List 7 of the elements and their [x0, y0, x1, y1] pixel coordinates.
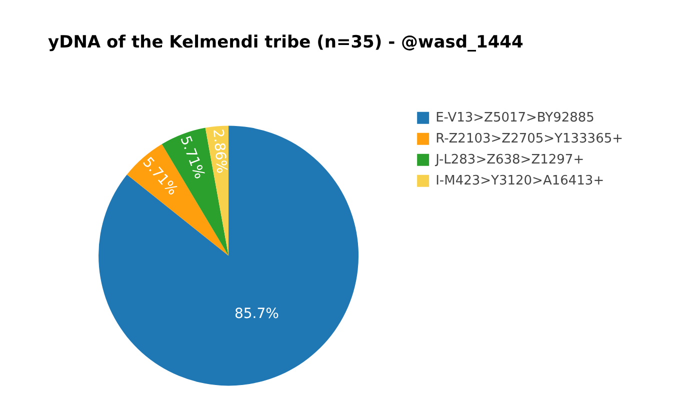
legend-label: R-Z2103>Z2705>Y133365+	[436, 131, 623, 146]
chart-title: yDNA of the Kelmendi tribe (n=35) - @wasd_1444	[48, 32, 524, 53]
legend-label: J-L283>Z638>Z1297+	[434, 152, 584, 168]
legend-label: E-V13>Z5017>BY92885	[436, 110, 594, 126]
data-label: 2.86%	[210, 128, 230, 174]
data-label: 85.7%	[234, 306, 279, 322]
legend-label: I-M423>Y3120>A16413+	[436, 173, 604, 188]
